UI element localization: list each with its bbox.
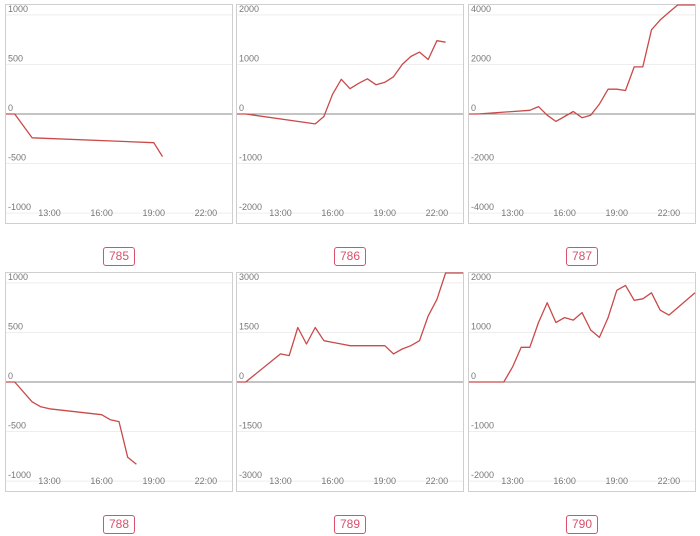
chart-label-badge[interactable]: 788 <box>102 515 136 534</box>
series-line <box>6 381 137 465</box>
x-tick-label: 22:00 <box>195 208 218 218</box>
x-tick-label: 19:00 <box>374 476 397 486</box>
y-tick-label: -1000 <box>8 470 31 480</box>
y-tick-label: 1000 <box>8 272 28 282</box>
x-tick-label: 13:00 <box>501 208 524 218</box>
x-tick-label: 22:00 <box>426 208 449 218</box>
series-line <box>469 4 695 123</box>
series-line <box>6 113 164 157</box>
x-tick-label: 13:00 <box>38 476 61 486</box>
x-tick-label: 22:00 <box>658 476 681 486</box>
x-tick-label: 16:00 <box>321 476 344 486</box>
y-tick-label: 0 <box>8 371 13 381</box>
y-tick-label: -1000 <box>8 202 31 212</box>
chart-panel-785: 1000 500 0 -500 -1000 13:00 16:00 19:00 22:00 <box>5 4 233 224</box>
x-tick-label: 19:00 <box>374 208 397 218</box>
x-tick-label: 19:00 <box>606 476 629 486</box>
chart-panel-786: 2000 1000 0 -1000 -2000 13:00 16:00 19:00 22:00 <box>236 4 464 224</box>
chart-label-badge[interactable]: 787 <box>565 247 599 266</box>
chart-788: 1000 500 0 -500 -1000 13:00 16:00 19:00 22:00 <box>5 272 233 492</box>
y-tick-label: 0 <box>239 371 244 381</box>
y-tick-label: -500 <box>8 153 26 163</box>
y-tick-label: 4000 <box>471 4 491 14</box>
y-tick-label: 2000 <box>471 272 491 282</box>
chart-label-badge[interactable]: 789 <box>333 515 367 534</box>
x-tick-label: 22:00 <box>658 208 681 218</box>
y-tick-label: -1500 <box>239 421 262 431</box>
y-tick-label: 1000 <box>239 53 259 63</box>
chart-786: 2000 1000 0 -1000 -2000 13:00 16:00 19:00 22:00 <box>236 4 464 224</box>
chart-label-badge[interactable]: 786 <box>333 247 367 266</box>
series-line <box>469 284 696 383</box>
y-tick-label: 2000 <box>239 4 259 14</box>
x-tick-label: 19:00 <box>143 476 166 486</box>
chart-label-badge[interactable]: 790 <box>565 515 599 534</box>
x-tick-label: 19:00 <box>143 208 166 218</box>
y-tick-label: 0 <box>8 103 13 113</box>
x-tick-label: 16:00 <box>321 208 344 218</box>
chart-789: 3000 1500 0 -1500 -3000 13:00 16:00 19:00 22:00 <box>236 272 464 492</box>
x-tick-label: 13:00 <box>269 476 292 486</box>
x-tick-label: 13:00 <box>501 476 524 486</box>
series-line <box>237 272 463 383</box>
chart-label-badge[interactable]: 785 <box>102 247 136 266</box>
y-tick-label: 3000 <box>239 272 259 282</box>
y-tick-label: -3000 <box>239 470 262 480</box>
x-tick-label: 16:00 <box>90 208 113 218</box>
x-tick-label: 22:00 <box>195 476 218 486</box>
y-tick-label: 0 <box>471 103 476 113</box>
y-tick-label: -2000 <box>239 202 262 212</box>
y-tick-label: 500 <box>8 321 23 331</box>
chart-787: 4000 2000 0 -2000 -4000 13:00 16:00 19:00 22:00 <box>468 4 696 224</box>
y-tick-label: -2000 <box>471 153 494 163</box>
x-tick-label: 19:00 <box>606 208 629 218</box>
y-tick-label: 2000 <box>471 53 491 63</box>
y-tick-label: 1000 <box>8 4 28 14</box>
y-tick-label: 1000 <box>471 321 491 331</box>
y-tick-label: -1000 <box>239 153 262 163</box>
y-tick-label: 500 <box>8 53 23 63</box>
x-tick-label: 22:00 <box>426 476 449 486</box>
y-tick-label: -1000 <box>471 421 494 431</box>
y-tick-label: 1500 <box>239 321 259 331</box>
chart-panel-789: 3000 1500 0 -1500 -3000 13:00 16:00 19:00 22:00 <box>236 272 464 492</box>
y-tick-label: 0 <box>471 371 476 381</box>
x-tick-label: 16:00 <box>553 208 576 218</box>
series-line <box>237 40 446 125</box>
chart-panel-787: 4000 2000 0 -2000 -4000 13:00 16:00 19:00 22:00 <box>468 4 696 224</box>
chart-790: 2000 1000 0 -1000 -2000 13:00 16:00 19:00 22:00 <box>468 272 696 492</box>
x-tick-label: 16:00 <box>553 476 576 486</box>
x-tick-label: 13:00 <box>38 208 61 218</box>
y-tick-label: 0 <box>239 103 244 113</box>
chart-panel-788: 1000 500 0 -500 -1000 13:00 16:00 19:00 22:00 <box>5 272 233 492</box>
x-tick-label: 16:00 <box>90 476 113 486</box>
chart-785: 1000 500 0 -500 -1000 13:00 16:00 19:00 22:00 <box>5 4 233 224</box>
chart-panel-790: 2000 1000 0 -1000 -2000 13:00 16:00 19:00 22:00 <box>468 272 696 492</box>
x-tick-label: 13:00 <box>269 208 292 218</box>
y-tick-label: -2000 <box>471 470 494 480</box>
y-tick-label: -500 <box>8 421 26 431</box>
y-tick-label: -4000 <box>471 202 494 212</box>
